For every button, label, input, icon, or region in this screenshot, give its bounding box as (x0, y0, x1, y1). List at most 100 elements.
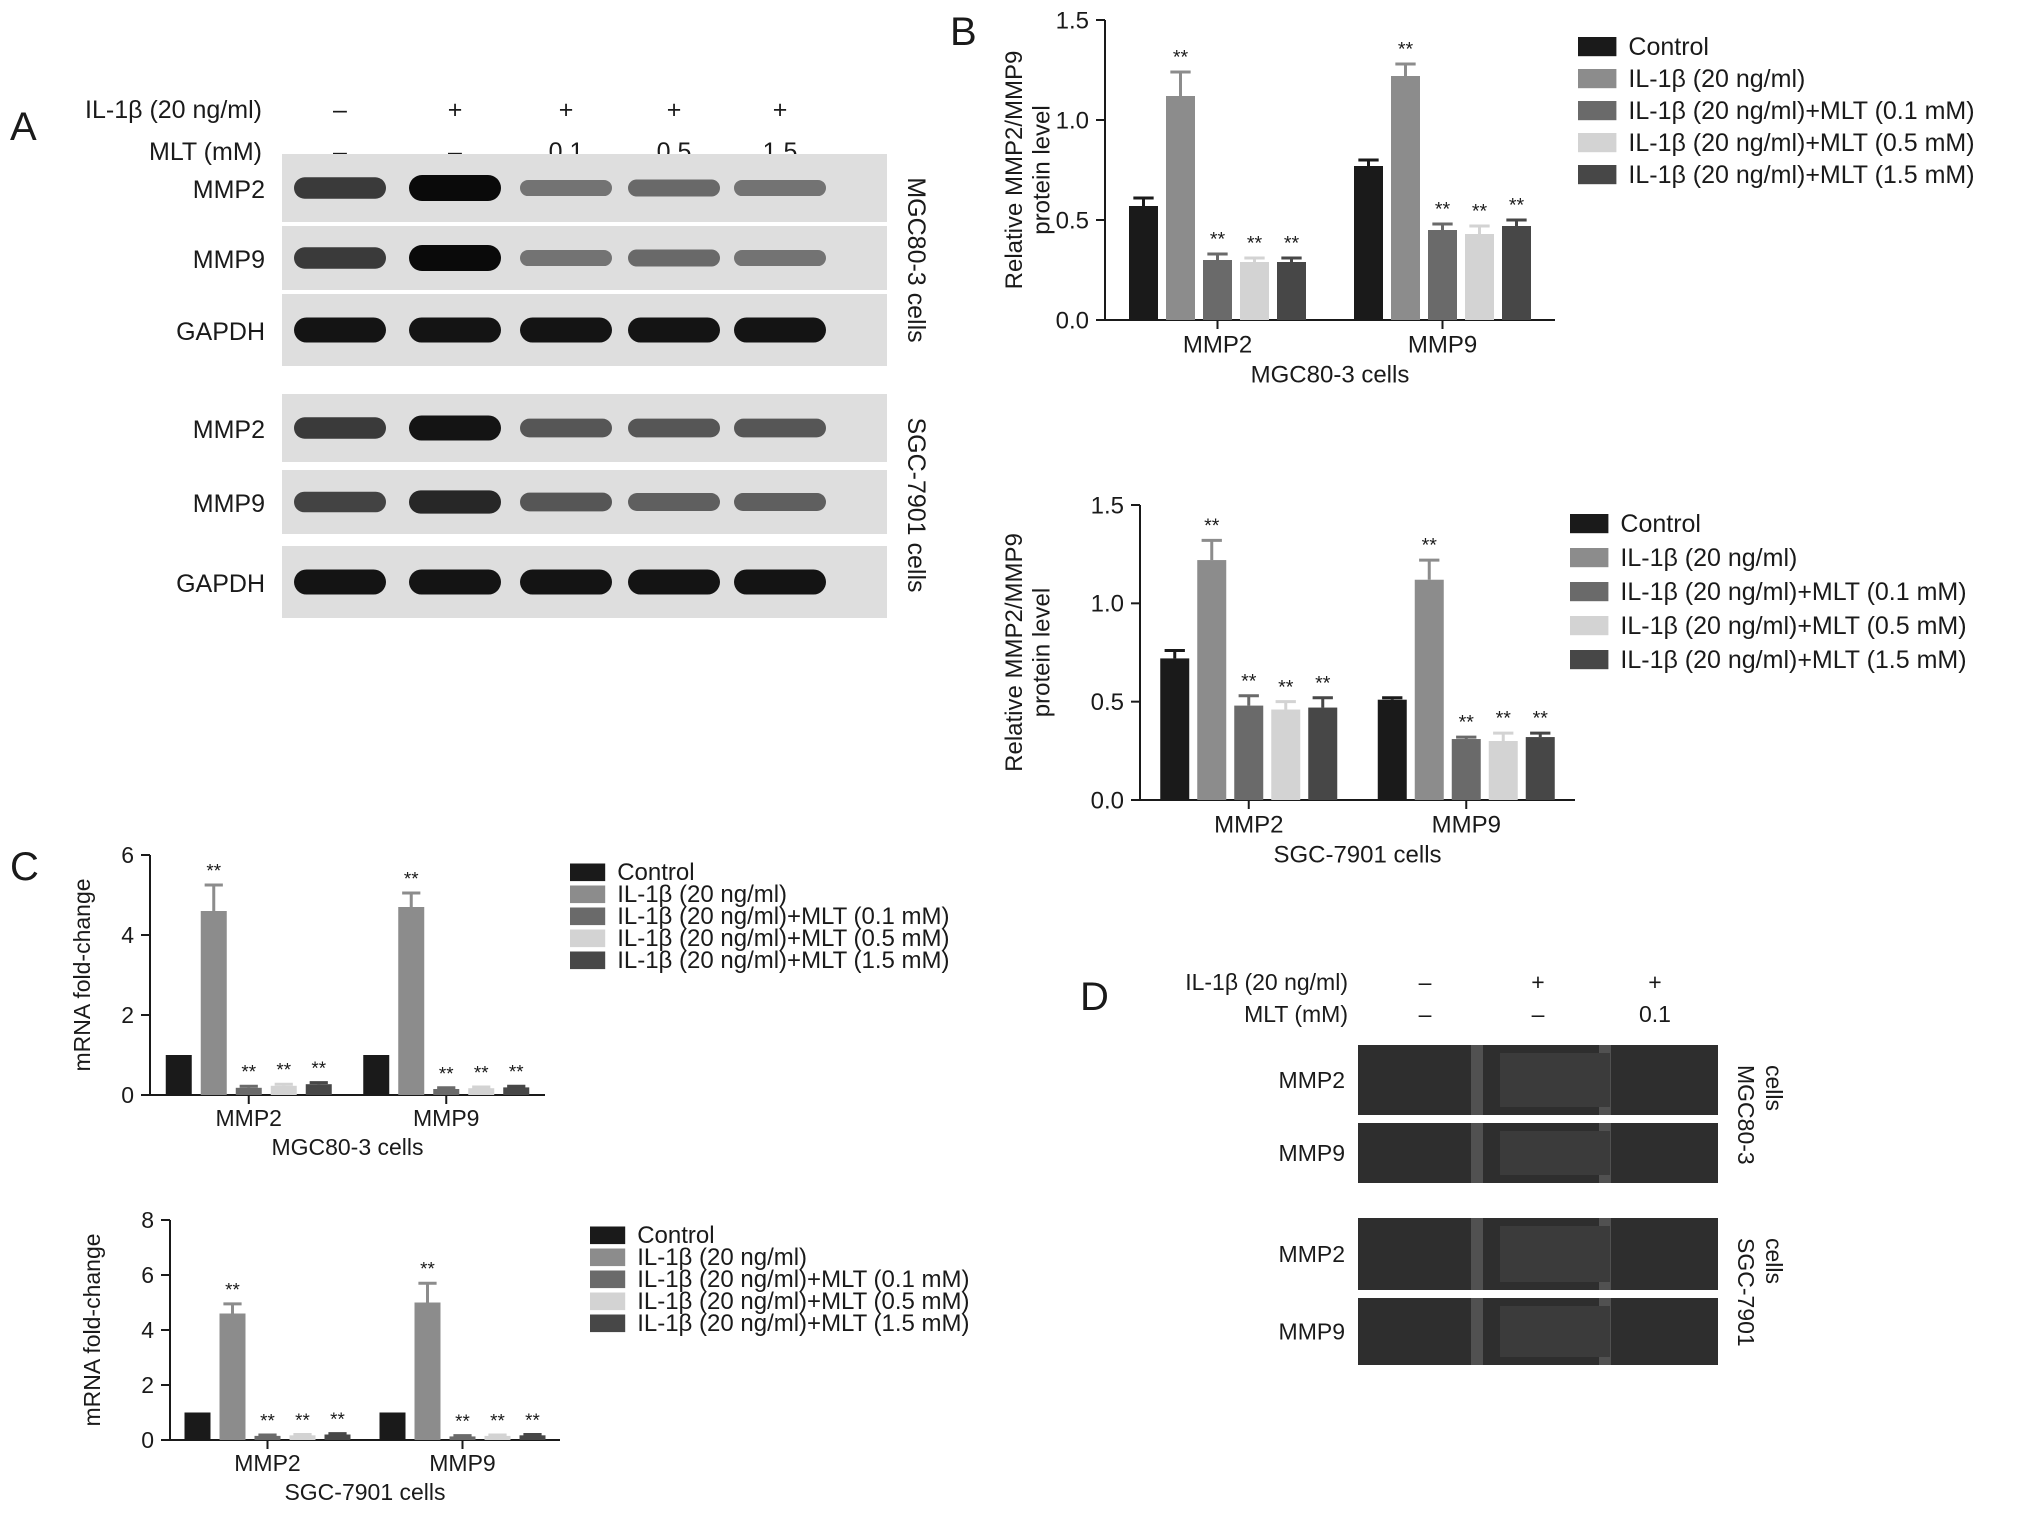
bar-il-1-20-ng-ml-mlt-0-1-mm- (1451, 739, 1481, 800)
blot-band (294, 569, 386, 595)
protein-label: MMP2 (1279, 1241, 1345, 1267)
blot-band (734, 179, 826, 197)
western-blot-panel-a: IL-1β (20 ng/ml) – + + + +MLT (mM) – –0.1 0.5 1.5… (85, 96, 930, 618)
significance-label: ** (1533, 708, 1549, 730)
significance-label: ** (225, 1279, 240, 1300)
blot-band (734, 249, 826, 267)
blot-band (734, 317, 826, 343)
legend-swatch (1570, 650, 1609, 670)
significance-label: ** (525, 1409, 540, 1430)
treatment-value: – (1419, 969, 1432, 995)
legend-label: Control (1628, 33, 1709, 61)
blot-band (294, 491, 386, 513)
bar-il-1-20-ng-ml-mlt-0-5-mm- (1240, 262, 1269, 320)
y-axis-label: mRNA fold-change (79, 1233, 105, 1426)
legend-label: IL-1β (20 ng/ml)+MLT (1.5 mM) (637, 1310, 969, 1337)
treatment-value: – (1419, 1001, 1432, 1027)
significance-label: ** (1247, 233, 1263, 255)
legend-label: IL-1β (20 ng/ml)+MLT (0.5 mM) (637, 1288, 969, 1315)
legend-label: IL-1β (20 ng/ml)+MLT (1.5 mM) (1620, 646, 1966, 674)
bar-il-1-20-ng-ml- (219, 1313, 246, 1440)
blot-band (409, 175, 501, 201)
significance-label: ** (1284, 233, 1300, 255)
bar-il-1-20-ng-ml-mlt-0-5-mm- (270, 1085, 297, 1095)
legend-label: IL-1β (20 ng/ml) (637, 1244, 807, 1271)
significance-label: ** (241, 1061, 256, 1082)
treatment-value: + (559, 96, 574, 124)
significance-label: ** (1173, 47, 1189, 69)
treatment-value: + (667, 96, 682, 124)
bar-il-1-20-ng-ml-mlt-0-5-mm- (1488, 741, 1518, 800)
significance-label: ** (311, 1058, 326, 1079)
protein-label: MMP2 (193, 176, 265, 204)
chart-c-sgc-7901: 0 2 4 6 8 mRNA fold-change MMP2 ** ** ** ** MMP9 ** *… (79, 1207, 970, 1505)
significance-label: ** (1278, 676, 1294, 698)
bar-control (379, 1412, 406, 1440)
y-tick-label: 4 (121, 922, 134, 948)
bar-il-1-20-ng-ml-mlt-1-5-mm- (1277, 262, 1306, 320)
legend-swatch (1578, 101, 1617, 121)
x-tick-label: MMP9 (1432, 811, 1501, 838)
y-tick-label: 0 (121, 1082, 134, 1108)
bar-il-1-20-ng-ml-mlt-1-5-mm- (519, 1435, 546, 1440)
x-tick-label: MMP2 (1183, 331, 1252, 358)
blot-band (628, 249, 720, 267)
bar-control (1129, 206, 1158, 320)
x-axis-title: SGC-7901 cells (284, 1479, 445, 1505)
significance-label: ** (1422, 535, 1438, 557)
blot-band (520, 569, 612, 595)
bar-il-1-20-ng-ml-mlt-1-5-mm- (503, 1087, 530, 1095)
legend-label: IL-1β (20 ng/ml)+MLT (0.1 mM) (1628, 97, 1974, 125)
legend-label: IL-1β (20 ng/ml) (617, 881, 787, 908)
significance-label: ** (276, 1059, 291, 1080)
y-tick-label: 0.0 (1056, 307, 1089, 334)
bar-control (1354, 166, 1383, 320)
bar-control (184, 1412, 211, 1440)
legend-swatch (1570, 582, 1609, 602)
panel-label-d: D (1080, 975, 1109, 1019)
y-tick-label: 0.5 (1056, 207, 1089, 234)
bar-il-1-20-ng-ml-mlt-1-5-mm- (324, 1434, 351, 1440)
y-tick-label: 0 (141, 1427, 154, 1453)
blot-band (409, 415, 501, 441)
legend-swatch (570, 885, 606, 904)
bar-il-1-20-ng-ml- (1197, 560, 1227, 800)
bar-il-1-20-ng-ml- (1414, 579, 1444, 800)
x-tick-label: MMP2 (234, 1450, 300, 1476)
blot-band (294, 417, 386, 439)
legend-label: IL-1β (20 ng/ml)+MLT (0.1 mM) (617, 903, 949, 930)
bar-il-1-20-ng-ml-mlt-0-5-mm- (289, 1435, 316, 1440)
significance-label: ** (490, 1410, 505, 1431)
bar-il-1-20-ng-ml-mlt-1-5-mm- (1502, 226, 1531, 320)
legend-swatch (590, 1226, 626, 1245)
blot-band (734, 418, 826, 438)
significance-label: ** (1315, 672, 1331, 694)
significance-label: ** (1204, 515, 1220, 537)
legend-swatch (570, 863, 606, 882)
protein-label: GAPDH (176, 570, 265, 598)
significance-label: ** (1210, 229, 1226, 251)
lane-edge-artifact (1471, 1298, 1483, 1365)
legend-swatch (570, 929, 606, 948)
legend-swatch (590, 1314, 626, 1333)
cell-line-label-line: cells (1761, 1238, 1787, 1284)
zymogram-lysis-band (1500, 1306, 1610, 1357)
y-tick-label: 8 (141, 1207, 154, 1233)
y-tick-label: 6 (141, 1262, 154, 1288)
significance-label: ** (1459, 712, 1475, 734)
protein-label: MMP2 (193, 416, 265, 444)
y-axis-label: Relative MMP2/MMP9protein level (1001, 533, 1056, 772)
blot-band (734, 493, 826, 511)
x-axis-title: MGC80-3 cells (271, 1134, 423, 1160)
blot-band (520, 317, 612, 343)
legend-swatch (1570, 616, 1609, 636)
y-tick-label: 2 (121, 1002, 134, 1028)
x-tick-label: MMP2 (216, 1105, 282, 1131)
blot-band (409, 245, 501, 271)
panel-label-a: A (10, 105, 37, 149)
significance-label: ** (1472, 201, 1488, 223)
blot-band (294, 247, 386, 269)
legend-label: IL-1β (20 ng/ml)+MLT (1.5 mM) (1628, 161, 1974, 189)
legend-label: IL-1β (20 ng/ml)+MLT (0.5 mM) (1628, 129, 1974, 157)
legend-swatch (590, 1270, 626, 1289)
